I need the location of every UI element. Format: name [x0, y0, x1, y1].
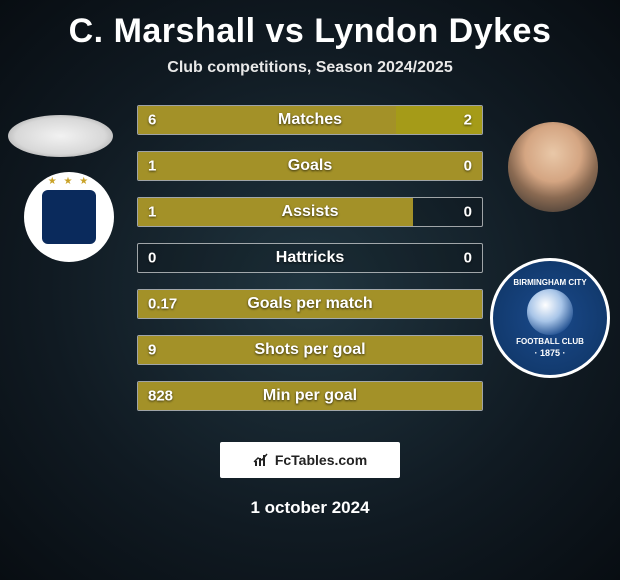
stat-value-right: 0: [464, 204, 472, 221]
subtitle: Club competitions, Season 2024/2025: [0, 59, 620, 77]
source-attribution: FcTables.com: [220, 442, 400, 478]
player-right-club-crest: BIRMINGHAM CITY FOOTBALL CLUB · 1875 ·: [490, 258, 610, 378]
stat-row: 1 0 Goals: [137, 151, 483, 181]
stat-row: 828 Min per goal: [137, 381, 483, 411]
stat-label: Goals per match: [247, 295, 372, 313]
stat-value-right: 2: [464, 112, 472, 129]
stat-label: Shots per goal: [254, 341, 365, 359]
stat-value-right: 0: [464, 250, 472, 267]
chart-icon: [253, 452, 269, 468]
stat-label: Matches: [278, 111, 342, 129]
stat-value-left: 0: [148, 250, 156, 267]
stat-value-left: 9: [148, 342, 156, 359]
stat-value-left: 1: [148, 158, 156, 175]
player-left-club-crest: ★ ★ ★: [24, 172, 114, 262]
stat-label: Min per goal: [263, 387, 357, 405]
stat-row: 0.17 Goals per match: [137, 289, 483, 319]
stat-value-left: 828: [148, 388, 173, 405]
date-label: 1 october 2024: [250, 498, 369, 518]
crest-text-top: BIRMINGHAM CITY: [513, 278, 586, 287]
stat-bar-left: [138, 198, 413, 226]
page-title: C. Marshall vs Lyndon Dykes: [0, 12, 620, 51]
stat-row: 6 2 Matches: [137, 105, 483, 135]
stat-label: Assists: [282, 203, 339, 221]
player-left-avatar: [8, 115, 113, 157]
crest-stars-icon: ★ ★ ★: [48, 176, 90, 187]
crest-year: · 1875 ·: [534, 348, 565, 358]
player-right-avatar: [508, 122, 598, 212]
stat-row: 1 0 Assists: [137, 197, 483, 227]
stat-bar-left: [138, 106, 396, 134]
source-label: FcTables.com: [275, 452, 367, 468]
stat-value-left: 0.17: [148, 296, 177, 313]
globe-icon: [527, 289, 573, 335]
stat-label: Goals: [288, 157, 332, 175]
stat-value-left: 6: [148, 112, 156, 129]
stat-value-right: 0: [464, 158, 472, 175]
crest-text-mid: FOOTBALL CLUB: [516, 337, 584, 346]
stat-value-left: 1: [148, 204, 156, 221]
stat-row: 9 Shots per goal: [137, 335, 483, 365]
stat-label: Hattricks: [276, 249, 344, 267]
stat-row: 0 0 Hattricks: [137, 243, 483, 273]
